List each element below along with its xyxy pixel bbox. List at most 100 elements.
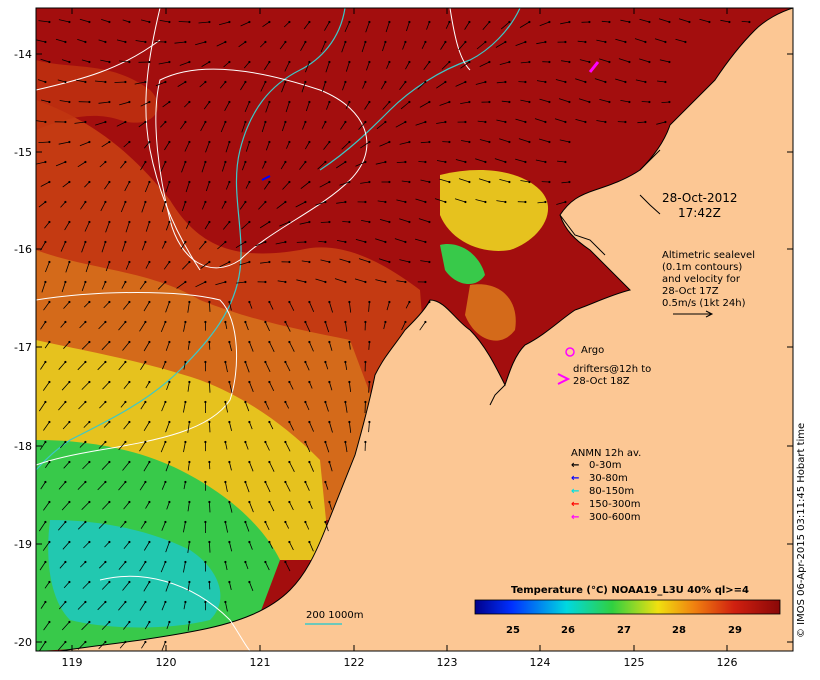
sealevel-contour-c xyxy=(145,8,201,271)
velocity-vector xyxy=(368,381,370,393)
velocity-vector-origin xyxy=(208,540,211,544)
velocity-vector xyxy=(286,141,290,149)
velocity-vector-origin xyxy=(648,20,651,24)
velocity-vector-origin xyxy=(404,40,407,44)
velocity-vector-origin xyxy=(308,180,311,184)
legend-item: ← 30-80m xyxy=(571,473,628,484)
velocity-vector-origin xyxy=(88,140,91,144)
velocity-vector xyxy=(265,441,270,451)
velocity-vector-origin xyxy=(128,580,131,584)
velocity-vector xyxy=(342,221,350,223)
velocity-vector-origin xyxy=(48,300,51,304)
velocity-vector xyxy=(81,281,86,292)
velocity-vector xyxy=(165,421,170,433)
velocity-vector xyxy=(118,481,126,491)
velocity-vector xyxy=(101,141,110,148)
velocity-vector-origin xyxy=(324,480,327,484)
velocity-vector-origin xyxy=(204,440,207,444)
velocity-vector xyxy=(283,21,290,28)
velocity-vector-origin xyxy=(348,220,351,224)
velocity-vector-origin xyxy=(244,200,247,204)
velocity-vector-origin xyxy=(368,100,371,104)
velocity-vector xyxy=(349,381,351,392)
velocity-vector-origin xyxy=(68,20,71,24)
velocity-vector-origin xyxy=(208,300,211,304)
velocity-vector-origin xyxy=(288,540,291,544)
velocity-vector-origin xyxy=(248,540,251,544)
velocity-vector xyxy=(38,20,50,23)
velocity-vector xyxy=(157,281,166,290)
velocity-vector xyxy=(478,178,490,183)
velocity-vector xyxy=(81,241,86,253)
velocity-vector xyxy=(200,261,210,269)
velocity-vector-origin xyxy=(308,420,311,424)
velocity-vector xyxy=(40,601,46,609)
velocity-vector xyxy=(101,281,106,290)
velocity-vector xyxy=(319,181,330,188)
velocity-vector-origin xyxy=(168,20,171,24)
velocity-vector xyxy=(618,58,630,63)
velocity-vector-origin xyxy=(408,60,411,64)
velocity-vector-origin xyxy=(604,120,607,124)
velocity-vector xyxy=(174,41,186,44)
velocity-vector xyxy=(178,21,190,23)
velocity-vector xyxy=(436,121,446,124)
velocity-vector-origin xyxy=(508,60,511,64)
velocity-vector xyxy=(336,240,346,243)
velocity-vector-origin xyxy=(44,120,47,124)
velocity-vector xyxy=(58,601,66,610)
velocity-vector-origin xyxy=(208,260,211,264)
velocity-vector xyxy=(235,241,246,249)
velocity-vector xyxy=(40,321,46,330)
velocity-vector xyxy=(445,21,450,29)
velocity-vector-origin xyxy=(548,60,551,64)
velocity-vector-origin xyxy=(148,460,151,464)
velocity-vector-origin xyxy=(108,460,111,464)
velocity-vector-origin xyxy=(488,100,491,104)
velocity-vector-origin xyxy=(84,320,87,324)
velocity-vector-origin xyxy=(364,200,367,204)
velocity-vector-origin xyxy=(248,100,251,104)
velocity-vector xyxy=(269,501,275,512)
velocity-vector-origin xyxy=(68,420,71,424)
velocity-vector-origin xyxy=(208,140,211,144)
velocity-vector xyxy=(394,238,406,243)
velocity-vector xyxy=(195,281,206,288)
velocity-vector xyxy=(59,100,70,103)
legend-arrow-icon: ← xyxy=(571,486,580,497)
legend-title: ANMN 12h av. xyxy=(571,448,642,459)
velocity-vector xyxy=(225,321,228,329)
velocity-vector-origin xyxy=(144,520,147,524)
velocity-vector xyxy=(39,441,46,450)
velocity-vector xyxy=(43,501,50,511)
velocity-vector-origin xyxy=(204,80,207,84)
velocity-vector xyxy=(279,221,290,227)
velocity-vector xyxy=(99,401,106,409)
velocity-vector-origin xyxy=(288,420,291,424)
velocity-vector xyxy=(249,421,253,430)
velocity-vector-origin xyxy=(124,440,127,444)
velocity-vector-origin xyxy=(568,180,571,184)
velocity-vector-origin xyxy=(424,80,427,84)
velocity-vector xyxy=(183,441,186,453)
velocity-vector-origin xyxy=(248,140,251,144)
velocity-vector xyxy=(368,421,370,433)
velocity-vector xyxy=(218,21,230,26)
velocity-vector-origin xyxy=(148,380,151,384)
velocity-vector xyxy=(37,79,46,83)
velocity-vector-origin xyxy=(104,80,107,84)
velocity-vector xyxy=(615,38,626,43)
velocity-vector-origin xyxy=(304,400,307,404)
velocity-vector-origin xyxy=(108,420,111,424)
velocity-vector xyxy=(44,461,50,469)
velocity-vector xyxy=(538,138,550,143)
velocity-vector xyxy=(395,121,406,128)
velocity-vector xyxy=(320,259,330,263)
velocity-vector-origin xyxy=(288,500,291,504)
velocity-vector-origin xyxy=(188,420,191,424)
velocity-vector xyxy=(62,181,70,188)
velocity-vector xyxy=(179,121,186,130)
velocity-vector xyxy=(225,561,228,571)
velocity-vector xyxy=(139,561,146,572)
velocity-vector-origin xyxy=(508,20,511,24)
